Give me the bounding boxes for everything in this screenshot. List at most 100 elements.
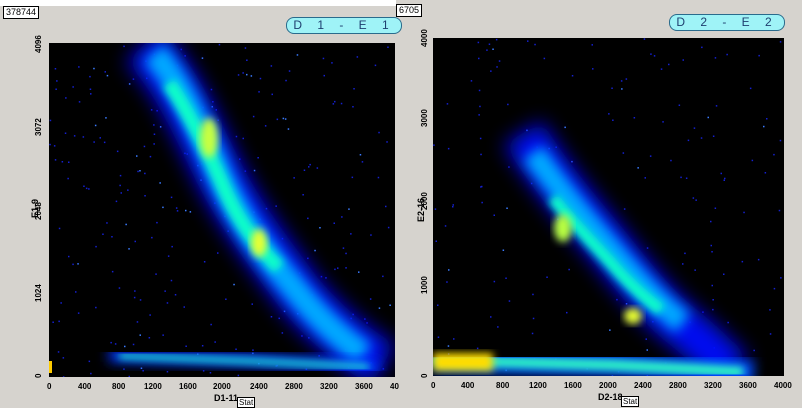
panel1-hotspot-upper [200,118,218,158]
noise-point [151,236,153,239]
panel1-xtick-4000: 40 [390,382,399,391]
noise-point [217,252,219,254]
noise-point [54,159,57,161]
noise-point [314,249,316,252]
noise-point [350,233,352,235]
noise-point [142,370,144,372]
noise-point [505,277,507,279]
noise-point [285,79,287,82]
noise-point [653,55,656,57]
noise-point [495,38,498,41]
noise-point [257,157,259,159]
noise-point [77,312,80,314]
noise-point [712,299,714,301]
noise-point [334,100,336,103]
noise-point [646,247,649,249]
noise-point [364,318,366,320]
noise-point [382,368,385,370]
noise-point [214,341,216,343]
panel1-xtick-2000: 2000 [213,382,231,391]
noise-point [184,55,186,57]
noise-point [106,222,108,224]
noise-point [201,57,204,59]
noise-point [568,268,570,271]
noise-point [334,268,336,271]
panel1-title-tag[interactable]: D 1 - E 1 [286,17,402,34]
noise-point [779,139,782,142]
noise-point [757,258,760,261]
noise-point [337,267,339,269]
noise-point [95,306,97,309]
noise-point [308,166,310,168]
noise-point [120,192,122,194]
panel2-ytick-0: 0 [420,373,429,378]
panel2-title-tag[interactable]: D 2 - E 2 [669,14,785,31]
noise-point [668,63,670,66]
noise-point [93,67,95,70]
noise-point [684,252,686,255]
noise-point [233,283,235,286]
noise-point [608,113,610,115]
panel1-y-axis-title: E1-9 [30,198,40,218]
noise-point [203,261,206,263]
panel1-plot[interactable] [49,43,395,377]
noise-point [49,143,51,146]
noise-point [564,126,566,129]
noise-point [506,207,508,209]
noise-point [325,277,327,279]
noise-point [162,206,164,209]
noise-point [710,244,712,247]
panel2-plot[interactable] [433,38,784,376]
noise-point [769,309,771,311]
noise-point [623,208,626,210]
noise-point [497,326,499,328]
noise-point [763,125,765,128]
noise-point [132,78,135,80]
noise-point [175,207,178,209]
noise-point [452,204,454,206]
noise-point [57,351,60,353]
noise-point [68,161,70,163]
noise-point [82,136,85,138]
noise-point [341,216,343,218]
noise-point [331,62,333,64]
noise-point [244,170,247,172]
panel2-xtick-800: 800 [496,381,510,390]
noise-point [54,68,57,70]
noise-point [476,347,479,350]
noise-point [625,78,628,80]
noise-point [60,302,62,304]
noise-point [622,152,625,154]
noise-point [566,311,568,314]
noise-point [301,335,303,337]
noise-point [492,48,494,50]
noise-point [136,155,138,157]
panel1-stat-button[interactable]: Stat [237,397,256,408]
panel2-ytick-1000: 1000 [420,276,429,294]
noise-point [307,217,309,220]
noise-point [711,251,713,253]
noise-point [139,170,141,172]
noise-point [749,87,752,90]
noise-point [320,275,323,278]
panel2-stat-button[interactable]: Stat [621,396,640,407]
noise-point [150,109,153,111]
noise-point [58,227,61,230]
noise-point [278,317,280,320]
noise-point [434,208,437,210]
noise-point [707,116,709,119]
noise-point [625,303,628,305]
noise-point [318,355,320,357]
noise-point [94,124,97,127]
noise-point [276,118,279,121]
panel1-ytick-0: 0 [34,373,43,378]
noise-point [111,270,114,273]
noise-point [153,133,156,135]
noise-point [103,141,106,144]
noise-point [144,195,146,197]
noise-point [237,374,240,377]
noise-point [133,296,136,299]
noise-point [116,150,119,153]
noise-point [78,66,80,68]
noise-point [611,87,613,89]
